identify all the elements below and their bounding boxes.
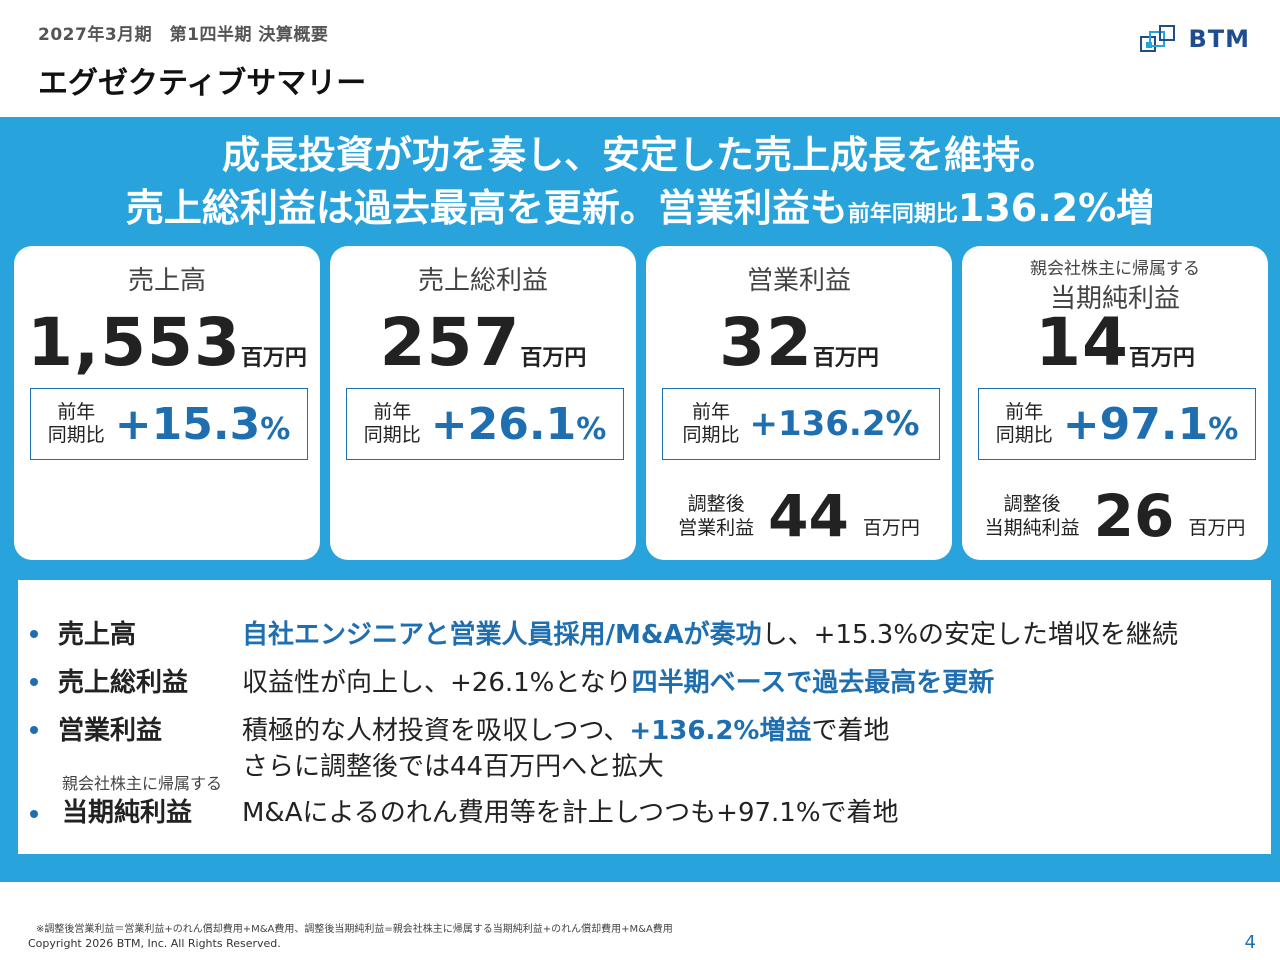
adjusted-value: 調整後 当期純利益 26 百万円 — [962, 482, 1268, 550]
yoy-label-1: 前年 — [57, 401, 96, 423]
card-value: 1,553百万円 — [14, 304, 320, 381]
yoy-label-1: 前年 — [691, 401, 730, 423]
summary-label: 売上高 — [58, 620, 137, 650]
adjusted-number: 44 — [768, 482, 849, 550]
summary-panel: 売上高 自社エンジニアと営業人員採用/M&Aが奏功し、+15.3%の安定した増収… — [18, 580, 1271, 854]
yoy-box: 前年 同期比 +26.1% — [346, 388, 624, 460]
card-value-number: 1,553 — [27, 304, 241, 381]
yoy-label-1: 前年 — [1005, 401, 1044, 423]
summary-pre: 積極的な人材投資を吸収しつつ、 — [242, 716, 630, 746]
summary-label-sub: 親会社株主に帰属する — [62, 774, 223, 793]
yoy-label: 前年 同期比 — [48, 401, 105, 447]
headline-line-2-main: 売上総利益は過去最高を更新。営業利益も — [125, 186, 848, 230]
adjusted-label-1: 調整後 — [687, 493, 745, 515]
card-label: 売上高 — [127, 266, 206, 296]
card-value-unit: 百万円 — [240, 346, 307, 371]
page-number: 4 — [1244, 932, 1256, 953]
adjusted-label-2: 当期純利益 — [984, 517, 1080, 539]
summary-text: M&Aによるのれん費用等を計上しつつも+97.1%で着地 — [242, 798, 899, 828]
yoy-percent: % — [576, 411, 607, 447]
card-sales: 売上高 1,553百万円 前年 同期比 +15.3% — [14, 246, 320, 560]
yoy-value: +136.2% — [749, 404, 920, 444]
card-value: 14百万円 — [962, 304, 1268, 381]
yoy-box: 前年 同期比 +136.2% — [662, 388, 940, 460]
yoy-number: +15.3 — [114, 398, 261, 450]
summary-text-line-2: さらに調整後では44百万円へと拡大 — [242, 752, 664, 782]
card-value-unit: 百万円 — [812, 346, 879, 371]
bullet-icon — [30, 678, 38, 686]
headline-line-1: 成長投資が功を奏し、安定した売上成長を維持。 — [221, 133, 1058, 177]
card-gross-profit: 売上総利益 257百万円 前年 同期比 +26.1% — [330, 246, 636, 560]
summary-highlight: 四半期ベースで過去最高を更新 — [631, 668, 995, 698]
card-label: 営業利益 — [746, 266, 851, 296]
card-net-income: 親会社株主に帰属する 当期純利益 14百万円 前年 同期比 +97.1% 調整後当… — [962, 246, 1268, 560]
yoy-label-2: 同期比 — [682, 424, 740, 446]
adjusted-label-1: 調整後 — [1003, 493, 1061, 515]
adjusted-unit: 百万円 — [862, 517, 920, 539]
card-value: 32百万円 — [646, 304, 952, 381]
yoy-value: +26.1% — [431, 399, 607, 450]
copyright: Copyright 2026 BTM, Inc. All Rights Rese… — [28, 937, 281, 950]
yoy-label: 前年 同期比 — [364, 401, 421, 447]
summary-text: 収益性が向上し、+26.1%となり四半期ベースで過去最高を更新 — [242, 662, 994, 699]
yoy-box: 前年 同期比 +15.3% — [30, 388, 308, 460]
card-value-unit: 百万円 — [520, 346, 587, 371]
summary-highlight: 自社エンジニアと営業人員採用/M&Aが奏功 — [242, 620, 762, 650]
yoy-label: 前年 同期比 — [996, 401, 1053, 447]
card-label-sub: 親会社株主に帰属する — [1030, 259, 1200, 279]
yoy-label-1: 前年 — [373, 401, 412, 423]
yoy-label-2: 同期比 — [995, 424, 1053, 446]
yoy-label-2: 同期比 — [47, 424, 105, 446]
yoy-number: +26.1 — [430, 398, 577, 450]
headline-yoy-value: 136.2%増 — [957, 186, 1155, 230]
adjusted-label-2: 営業利益 — [678, 517, 755, 539]
bullet-icon — [30, 810, 38, 818]
bullet-icon — [30, 630, 38, 638]
yoy-label-2: 同期比 — [363, 424, 421, 446]
period-label: 2027年3月期 第1四半期 決算概要 — [38, 25, 329, 45]
yoy-label: 前年 同期比 — [682, 401, 739, 447]
yoy-value: +15.3% — [115, 399, 291, 450]
card-label: 売上総利益 — [417, 266, 548, 296]
summary-pre: 収益性が向上し、+26.1%となり — [242, 668, 632, 698]
card-operating-profit: 営業利益 32百万円 前年 同期比 +136.2% 調整後 営業利益 44 百万円 — [646, 246, 952, 560]
summary-label: 当期純利益 — [62, 798, 193, 828]
summary-text: 自社エンジニアと営業人員採用/M&Aが奏功し、+15.3%の安定した増収を継続 — [242, 614, 1178, 651]
summary-highlight: +136.2%増益 — [629, 716, 812, 746]
headline-line-2: 売上総利益は過去最高を更新。営業利益も前年同期比136.2%増 — [0, 180, 1280, 243]
summary-label: 営業利益 — [58, 716, 163, 746]
card-value-number: 14 — [1035, 304, 1129, 381]
card-value-number: 257 — [379, 304, 521, 381]
yoy-percent: % — [260, 411, 291, 447]
adjusted-unit: 百万円 — [1188, 517, 1246, 539]
yoy-number: +97.1 — [1062, 398, 1209, 450]
yoy-box: 前年 同期比 +97.1% — [978, 388, 1256, 460]
footnote: ※調整後営業利益＝営業利益+のれん償却費用+M&A費用、調整後当期純利益=親会社… — [36, 924, 673, 935]
company-logo: BTM — [1140, 24, 1250, 54]
summary-text: 積極的な人材投資を吸収しつつ、+136.2%増益で着地 — [242, 710, 890, 747]
summary-label: 売上総利益 — [58, 668, 189, 698]
logo-mark-icon — [1140, 25, 1176, 52]
bullet-icon — [30, 726, 38, 734]
adjusted-label: 調整後 営業利益 — [678, 492, 754, 540]
headline-yoy-label: 前年同期比 — [847, 202, 958, 227]
adjusted-number: 26 — [1093, 482, 1175, 550]
logo-text: BTM — [1188, 25, 1250, 53]
card-value-unit: 百万円 — [1128, 346, 1195, 371]
headline: 成長投資が功を奏し、安定した売上成長を維持。 売上総利益は過去最高を更新。営業利… — [0, 130, 1280, 243]
page-title: エグゼクティブサマリー — [38, 66, 367, 101]
card-value: 257百万円 — [330, 304, 636, 381]
card-value-number: 32 — [719, 304, 813, 381]
adjusted-value: 調整後 営業利益 44 百万円 — [646, 482, 952, 550]
yoy-percent: % — [1208, 411, 1239, 447]
yoy-value: +97.1% — [1063, 399, 1239, 450]
card-label: 当期純利益 — [1049, 284, 1180, 314]
summary-rest: し、+15.3%の安定した増収を継続 — [761, 620, 1179, 650]
summary-post: で着地 — [811, 716, 890, 746]
adjusted-label: 調整後 当期純利益 — [985, 492, 1080, 540]
